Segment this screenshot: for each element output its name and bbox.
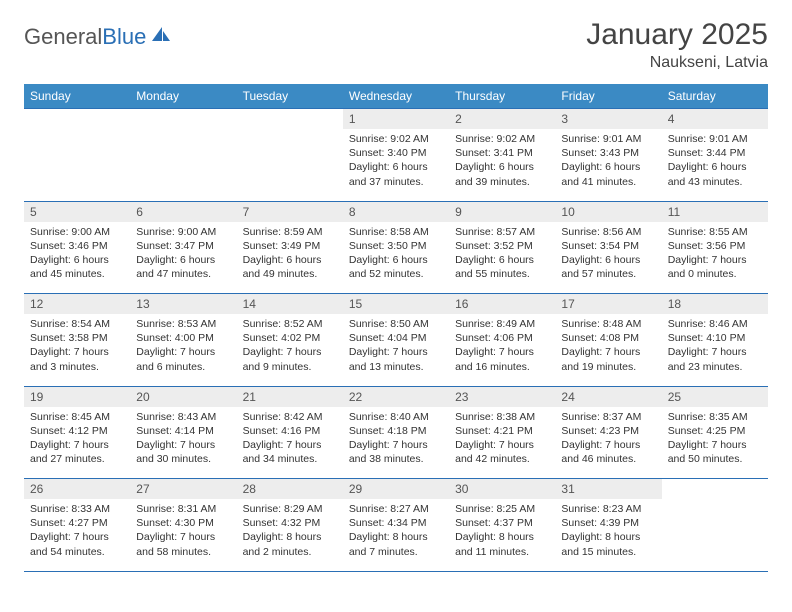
day-number-cell: 20 xyxy=(130,386,236,407)
day-number-cell: 15 xyxy=(343,294,449,315)
day-content-cell: Sunrise: 9:01 AMSunset: 3:43 PMDaylight:… xyxy=(555,129,661,201)
day-content-cell: Sunrise: 8:49 AMSunset: 4:06 PMDaylight:… xyxy=(449,314,555,386)
day-number-row: 262728293031 xyxy=(24,479,768,500)
day-header: Saturday xyxy=(662,84,768,109)
day-content-cell: Sunrise: 9:00 AMSunset: 3:46 PMDaylight:… xyxy=(24,222,130,294)
day-header: Friday xyxy=(555,84,661,109)
day-number-cell: 5 xyxy=(24,201,130,222)
day-number-cell xyxy=(237,109,343,130)
calendar-body: 1234Sunrise: 9:02 AMSunset: 3:40 PMDayli… xyxy=(24,109,768,572)
day-number-cell: 3 xyxy=(555,109,661,130)
day-content-cell xyxy=(662,499,768,571)
day-content-cell: Sunrise: 8:52 AMSunset: 4:02 PMDaylight:… xyxy=(237,314,343,386)
day-content-row: Sunrise: 9:02 AMSunset: 3:40 PMDaylight:… xyxy=(24,129,768,201)
day-content-cell: Sunrise: 8:37 AMSunset: 4:23 PMDaylight:… xyxy=(555,407,661,479)
calendar-head: SundayMondayTuesdayWednesdayThursdayFrid… xyxy=(24,84,768,109)
page-location: Naukseni, Latvia xyxy=(586,54,768,72)
day-content-cell xyxy=(24,129,130,201)
day-number-cell xyxy=(662,479,768,500)
day-number-cell: 13 xyxy=(130,294,236,315)
day-content-cell: Sunrise: 8:56 AMSunset: 3:54 PMDaylight:… xyxy=(555,222,661,294)
day-content-cell: Sunrise: 8:50 AMSunset: 4:04 PMDaylight:… xyxy=(343,314,449,386)
day-number-cell xyxy=(24,109,130,130)
day-content-cell xyxy=(237,129,343,201)
day-number-cell: 26 xyxy=(24,479,130,500)
day-content-row: Sunrise: 8:45 AMSunset: 4:12 PMDaylight:… xyxy=(24,407,768,479)
day-content-cell: Sunrise: 9:00 AMSunset: 3:47 PMDaylight:… xyxy=(130,222,236,294)
day-content-cell: Sunrise: 8:55 AMSunset: 3:56 PMDaylight:… xyxy=(662,222,768,294)
day-number-row: 567891011 xyxy=(24,201,768,222)
day-number-cell: 22 xyxy=(343,386,449,407)
day-number-cell: 1 xyxy=(343,109,449,130)
calendar-table: SundayMondayTuesdayWednesdayThursdayFrid… xyxy=(24,84,768,572)
day-content-cell: Sunrise: 8:59 AMSunset: 3:49 PMDaylight:… xyxy=(237,222,343,294)
title-block: January 2025 Naukseni, Latvia xyxy=(586,18,768,72)
day-number-cell: 28 xyxy=(237,479,343,500)
day-content-cell: Sunrise: 9:02 AMSunset: 3:41 PMDaylight:… xyxy=(449,129,555,201)
day-content-cell: Sunrise: 9:01 AMSunset: 3:44 PMDaylight:… xyxy=(662,129,768,201)
day-number-cell: 4 xyxy=(662,109,768,130)
day-content-row: Sunrise: 8:33 AMSunset: 4:27 PMDaylight:… xyxy=(24,499,768,571)
brand-part1: General xyxy=(24,24,102,50)
day-header: Monday xyxy=(130,84,236,109)
day-content-cell: Sunrise: 8:53 AMSunset: 4:00 PMDaylight:… xyxy=(130,314,236,386)
day-number-cell: 11 xyxy=(662,201,768,222)
day-number-cell xyxy=(130,109,236,130)
day-number-cell: 6 xyxy=(130,201,236,222)
day-number-cell: 7 xyxy=(237,201,343,222)
day-content-cell: Sunrise: 8:45 AMSunset: 4:12 PMDaylight:… xyxy=(24,407,130,479)
day-number-cell: 27 xyxy=(130,479,236,500)
day-content-cell xyxy=(130,129,236,201)
day-number-cell: 19 xyxy=(24,386,130,407)
day-content-row: Sunrise: 8:54 AMSunset: 3:58 PMDaylight:… xyxy=(24,314,768,386)
day-number-cell: 30 xyxy=(449,479,555,500)
day-content-cell: Sunrise: 8:35 AMSunset: 4:25 PMDaylight:… xyxy=(662,407,768,479)
day-content-cell: Sunrise: 8:25 AMSunset: 4:37 PMDaylight:… xyxy=(449,499,555,571)
page-header: GeneralBlue January 2025 Naukseni, Latvi… xyxy=(24,18,768,72)
day-content-cell: Sunrise: 8:42 AMSunset: 4:16 PMDaylight:… xyxy=(237,407,343,479)
day-number-cell: 18 xyxy=(662,294,768,315)
page-title: January 2025 xyxy=(586,18,768,52)
day-number-cell: 14 xyxy=(237,294,343,315)
day-content-cell: Sunrise: 8:29 AMSunset: 4:32 PMDaylight:… xyxy=(237,499,343,571)
day-content-cell: Sunrise: 8:46 AMSunset: 4:10 PMDaylight:… xyxy=(662,314,768,386)
brand-part2: Blue xyxy=(102,24,146,50)
day-number-cell: 12 xyxy=(24,294,130,315)
day-content-cell: Sunrise: 8:27 AMSunset: 4:34 PMDaylight:… xyxy=(343,499,449,571)
day-number-cell: 23 xyxy=(449,386,555,407)
day-header: Sunday xyxy=(24,84,130,109)
day-content-cell: Sunrise: 8:58 AMSunset: 3:50 PMDaylight:… xyxy=(343,222,449,294)
day-number-cell: 2 xyxy=(449,109,555,130)
day-content-cell: Sunrise: 8:38 AMSunset: 4:21 PMDaylight:… xyxy=(449,407,555,479)
day-content-cell: Sunrise: 8:33 AMSunset: 4:27 PMDaylight:… xyxy=(24,499,130,571)
day-number-cell: 10 xyxy=(555,201,661,222)
day-number-cell: 21 xyxy=(237,386,343,407)
day-number-cell: 31 xyxy=(555,479,661,500)
day-content-cell: Sunrise: 9:02 AMSunset: 3:40 PMDaylight:… xyxy=(343,129,449,201)
day-content-cell: Sunrise: 8:31 AMSunset: 4:30 PMDaylight:… xyxy=(130,499,236,571)
brand-sail-icon xyxy=(150,25,172,43)
day-content-cell: Sunrise: 8:40 AMSunset: 4:18 PMDaylight:… xyxy=(343,407,449,479)
day-content-cell: Sunrise: 8:57 AMSunset: 3:52 PMDaylight:… xyxy=(449,222,555,294)
day-content-cell: Sunrise: 8:48 AMSunset: 4:08 PMDaylight:… xyxy=(555,314,661,386)
day-header: Wednesday xyxy=(343,84,449,109)
day-number-cell: 9 xyxy=(449,201,555,222)
day-header: Thursday xyxy=(449,84,555,109)
day-number-cell: 25 xyxy=(662,386,768,407)
day-number-cell: 16 xyxy=(449,294,555,315)
day-number-row: 19202122232425 xyxy=(24,386,768,407)
day-number-cell: 29 xyxy=(343,479,449,500)
day-number-cell: 17 xyxy=(555,294,661,315)
day-number-row: 1234 xyxy=(24,109,768,130)
day-content-cell: Sunrise: 8:43 AMSunset: 4:14 PMDaylight:… xyxy=(130,407,236,479)
day-header: Tuesday xyxy=(237,84,343,109)
brand-logo: GeneralBlue xyxy=(24,18,172,50)
day-number-cell: 8 xyxy=(343,201,449,222)
day-content-row: Sunrise: 9:00 AMSunset: 3:46 PMDaylight:… xyxy=(24,222,768,294)
day-content-cell: Sunrise: 8:23 AMSunset: 4:39 PMDaylight:… xyxy=(555,499,661,571)
day-content-cell: Sunrise: 8:54 AMSunset: 3:58 PMDaylight:… xyxy=(24,314,130,386)
day-number-cell: 24 xyxy=(555,386,661,407)
day-number-row: 12131415161718 xyxy=(24,294,768,315)
